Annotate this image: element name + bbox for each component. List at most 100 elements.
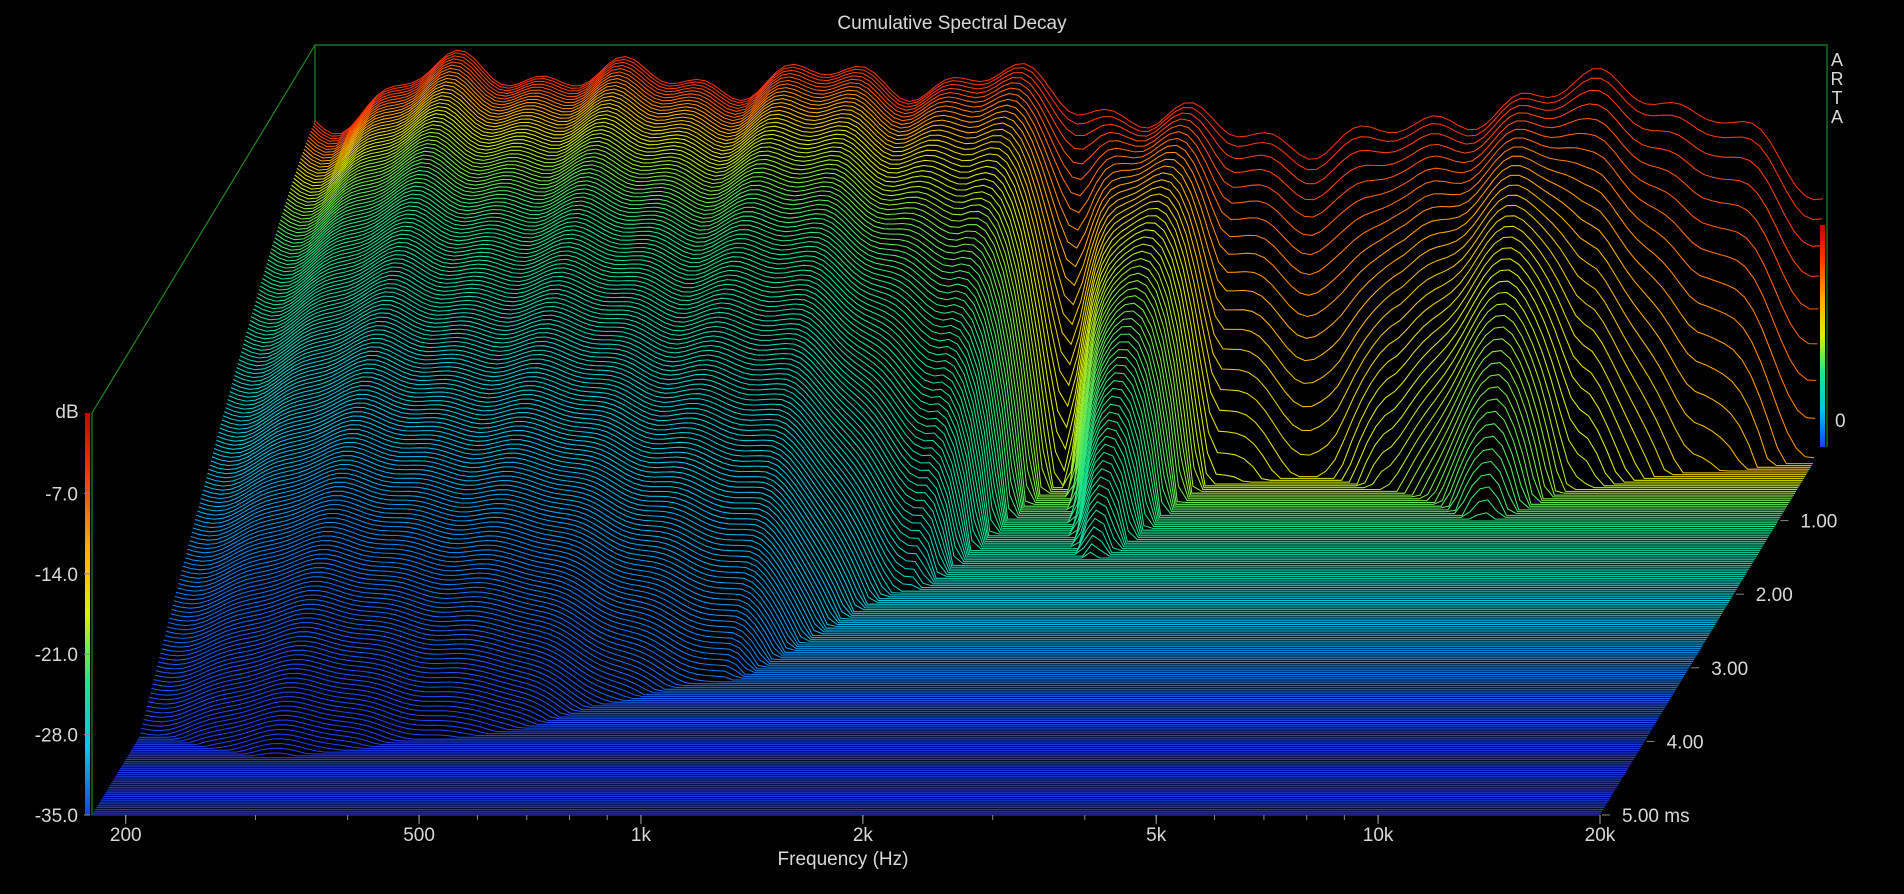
brand-letter: A	[1831, 50, 1843, 70]
time-tick-label: 0	[1835, 411, 1846, 432]
decay-slice-line	[267, 201, 1776, 526]
decay-slice-line	[254, 249, 1763, 548]
decay-slice-line	[249, 266, 1758, 555]
db-axis-label: dB	[55, 402, 78, 423]
decay-slice-line	[245, 283, 1754, 563]
decay-slice-line	[230, 337, 1739, 587]
decay-slice-line	[248, 270, 1757, 557]
decay-slice-line	[177, 549, 1686, 676]
decay-slice-line	[310, 61, 1819, 310]
decay-slice-line	[153, 645, 1662, 714]
decay-slice-line	[280, 158, 1789, 505]
decay-slice-line	[229, 342, 1738, 589]
decay-slice-line	[243, 291, 1752, 566]
decay-slice-line	[188, 504, 1697, 657]
decay-slice-line	[305, 74, 1815, 459]
decay-slice-line	[277, 166, 1786, 509]
decay-slice-line	[203, 441, 1713, 631]
decay-slice-line	[157, 626, 1667, 707]
time-tick-label: 5.00 ms	[1622, 806, 1690, 827]
decay-slice-line	[275, 173, 1784, 513]
decay-slice-line	[307, 67, 1817, 381]
decay-slice-line	[231, 333, 1741, 585]
decay-slice-line	[301, 88, 1810, 470]
frequency-tick-label: 2k	[853, 825, 874, 846]
decay-slice-line	[228, 346, 1737, 590]
decay-slice-line	[152, 649, 1661, 716]
decay-slice-line	[170, 576, 1679, 687]
decay-slice-line	[136, 714, 1645, 742]
decay-slice-line	[164, 599, 1673, 696]
decay-slice-line	[241, 295, 1751, 568]
decay-slices	[92, 49, 1824, 816]
decay-slice-line	[266, 205, 1775, 528]
decay-slice-line	[250, 262, 1760, 553]
decay-slice-line	[285, 139, 1794, 496]
decay-slice-line	[287, 131, 1797, 492]
decay-slice-line	[213, 402, 1723, 614]
db-tick-label: -14.0	[35, 565, 78, 586]
decay-slice-line	[184, 517, 1693, 663]
decay-slice-line	[296, 102, 1806, 478]
decay-slice-line	[150, 658, 1659, 720]
decay-slice-line	[151, 654, 1660, 718]
decay-slice-line	[240, 299, 1749, 570]
decay-slice-mask	[151, 654, 1660, 717]
frequency-tick-label: 5k	[1146, 825, 1167, 846]
decay-slice-line	[220, 376, 1729, 603]
decay-slice-line	[147, 668, 1656, 724]
decay-slice-line	[191, 490, 1700, 651]
decay-slice-line	[302, 84, 1811, 468]
decay-slice-line	[180, 535, 1689, 670]
colorbar-left	[85, 413, 90, 815]
db-colorbar	[85, 225, 1825, 815]
frequency-axis-ticks: 200 500 1k 2k 5k 10k 20k	[110, 815, 1616, 846]
time-tick-label: 2.00	[1756, 585, 1793, 606]
decay-slice-line	[235, 320, 1744, 579]
time-axis-ticks: 0 1.00 2.00 3.00 4.00 5.00 ms	[1602, 411, 1846, 827]
decay-slice-line	[300, 91, 1809, 472]
decay-slice-line	[166, 589, 1676, 692]
decay-slice-line	[314, 49, 1824, 201]
decay-slice-line	[253, 254, 1762, 550]
decay-slice-line	[258, 233, 1767, 541]
colorbar-right	[1820, 225, 1825, 447]
decay-slice-line	[168, 585, 1677, 690]
decay-slice-line	[244, 287, 1753, 565]
db-tick-label: -7.0	[45, 484, 78, 505]
decay-slice-line	[172, 567, 1681, 683]
decay-slice-line	[208, 424, 1717, 624]
decay-slice-line	[181, 530, 1690, 668]
time-tick-label: 4.00	[1667, 732, 1704, 753]
chart-title: Cumulative Spectral Decay	[837, 13, 1067, 34]
db-tick-label: -21.0	[35, 645, 78, 666]
decay-slice-line	[139, 705, 1648, 738]
decay-slice-line	[131, 738, 1640, 751]
decay-slice-line	[161, 612, 1670, 701]
decay-slice-line	[200, 455, 1709, 637]
decay-slice-line	[149, 663, 1658, 722]
frequency-tick-label: 10k	[1363, 825, 1394, 846]
decay-slice-line	[127, 752, 1636, 757]
decay-slice-line	[175, 553, 1684, 677]
decay-slice-line	[219, 380, 1728, 605]
decay-slice-line	[197, 468, 1706, 642]
decay-slice-line	[271, 189, 1780, 520]
decay-slice-line	[155, 635, 1664, 711]
decay-slice-line	[146, 672, 1655, 725]
time-tick-label: 1.00	[1800, 512, 1837, 533]
decay-slice-line	[185, 512, 1695, 661]
left-top-edge	[91, 44, 316, 414]
decay-slice-line	[313, 52, 1822, 221]
decay-slice-line	[225, 359, 1734, 596]
decay-slice-line	[140, 700, 1649, 737]
decay-slice-line	[239, 303, 1748, 572]
decay-slice-line	[256, 241, 1765, 544]
decay-slice-line	[199, 459, 1708, 639]
decay-slice-line	[263, 217, 1772, 533]
decay-slice-line	[224, 363, 1733, 598]
db-tick-label: -35.0	[35, 806, 78, 827]
decay-slice-line	[274, 177, 1783, 515]
decay-slice-line	[218, 385, 1727, 607]
